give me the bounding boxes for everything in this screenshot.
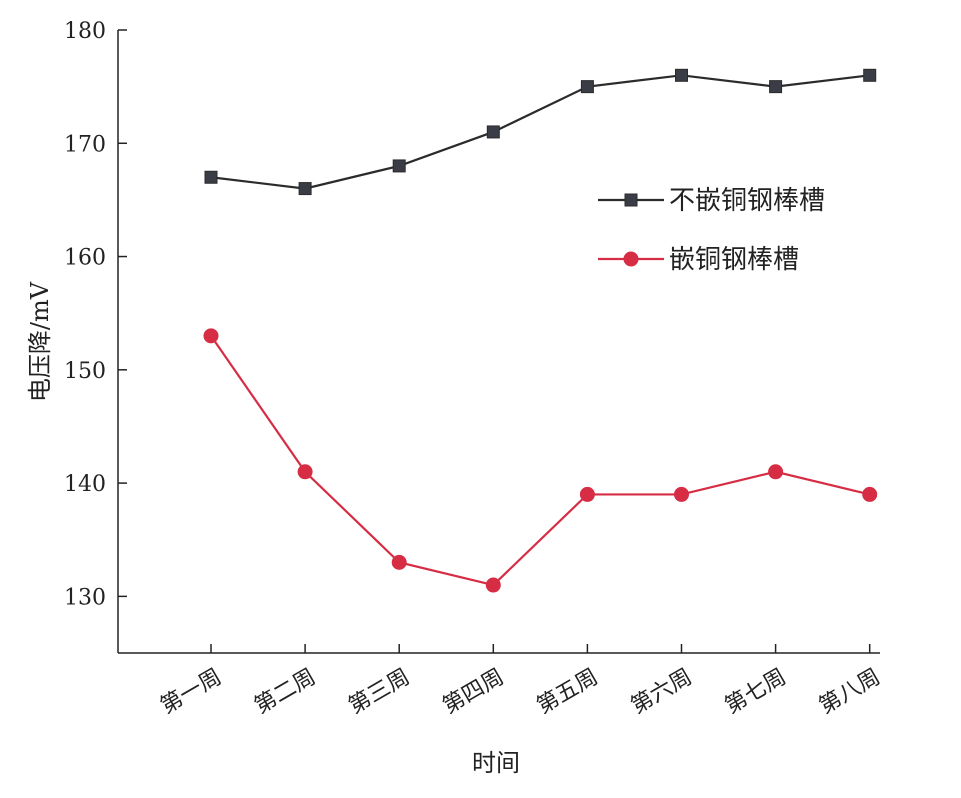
x-tick-label: 第四周 xyxy=(439,665,509,720)
x-tick-label: 第三周 xyxy=(345,665,415,720)
data-point xyxy=(863,68,877,82)
x-tick-label: 第五周 xyxy=(533,665,603,720)
legend-label: 嵌铜钢棒槽 xyxy=(669,245,799,275)
data-point xyxy=(862,486,878,502)
data-point xyxy=(486,125,500,139)
data-point xyxy=(768,464,784,480)
x-tick-label: 第六周 xyxy=(627,665,697,720)
data-point xyxy=(203,328,219,344)
data-point xyxy=(297,464,313,480)
legend-marker xyxy=(623,251,639,267)
x-axis-label: 时间 xyxy=(472,749,520,777)
legend-entry: 嵌铜钢棒槽 xyxy=(598,245,799,275)
x-tick-label: 第二周 xyxy=(250,665,320,720)
series-square xyxy=(204,68,877,196)
y-tick-label: 140 xyxy=(64,472,106,497)
data-point xyxy=(580,80,594,94)
x-axis-ticks: 第一周 第二周 第三周 第四周 第五周 第六周 第七周 第八周 xyxy=(156,644,885,720)
data-point xyxy=(675,68,688,82)
legend-entry: 不嵌铜钢棒槽 xyxy=(598,186,825,216)
data-point xyxy=(204,170,218,184)
axes xyxy=(117,30,880,654)
series-line xyxy=(210,74,870,190)
data-point xyxy=(769,80,783,94)
data-point xyxy=(674,486,689,502)
x-tick-label: 第七周 xyxy=(721,665,791,720)
series-group xyxy=(203,68,878,593)
legend-marker xyxy=(624,193,638,207)
legend-label: 不嵌铜钢棒槽 xyxy=(669,186,825,216)
data-point xyxy=(298,182,312,196)
x-tick-label: 第八周 xyxy=(815,665,885,720)
y-axis-label: 电压降/mV xyxy=(26,281,54,402)
data-point xyxy=(485,577,501,593)
y-tick-label: 160 xyxy=(64,246,106,271)
x-tick-label: 第一周 xyxy=(156,665,226,720)
y-tick-label: 170 xyxy=(64,132,106,157)
y-tick-label: 130 xyxy=(64,585,106,610)
data-point xyxy=(391,554,407,570)
series-circle xyxy=(203,328,878,593)
y-tick-label: 150 xyxy=(64,359,106,384)
y-axis-ticks: 130 140 150 160 170 180 xyxy=(64,19,127,610)
data-point xyxy=(392,159,406,173)
y-tick-label: 180 xyxy=(64,19,106,44)
series-line xyxy=(210,335,870,587)
data-point xyxy=(579,486,595,502)
